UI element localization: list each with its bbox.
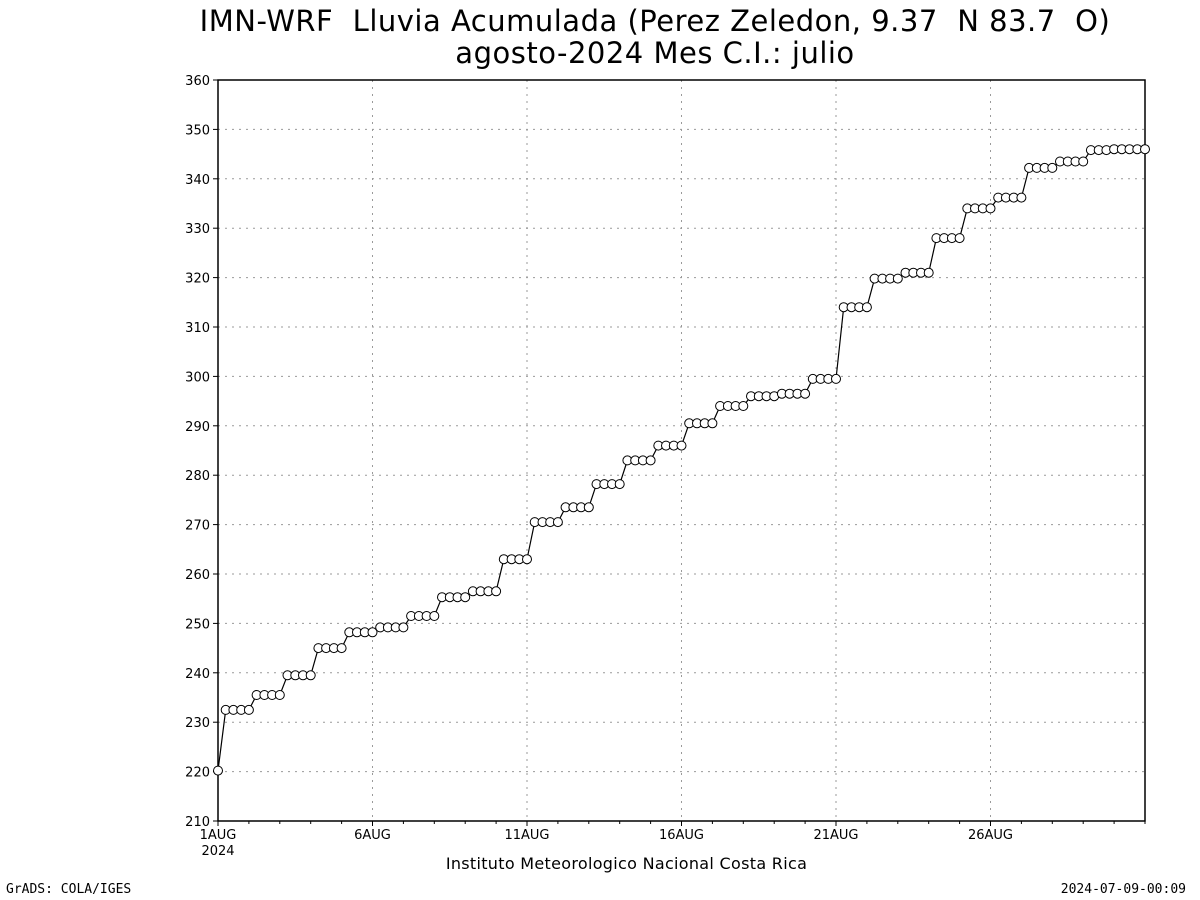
data-point [800, 388, 811, 399]
y-tick-label: 320 [185, 272, 210, 287]
chart-subtitle: agosto-2024 Mes C.I.: julio [455, 36, 855, 70]
data-point [985, 203, 996, 214]
grid [218, 80, 1145, 821]
data-point [274, 690, 285, 700]
series-accumulated-rain [213, 144, 1150, 776]
x-tick-label: 1AUG [200, 828, 237, 843]
data-point [738, 401, 749, 411]
x-tick-label: 21AUG [813, 828, 858, 843]
data-point [614, 479, 625, 490]
data-point [892, 273, 903, 284]
x-tick-label: 16AUG [659, 828, 704, 843]
data-point [522, 554, 532, 565]
y-tick-label: 310 [185, 321, 210, 336]
data-point [213, 765, 223, 776]
y-tick-label: 350 [185, 123, 210, 138]
data-point [367, 627, 378, 638]
y-tick-label: 260 [185, 568, 210, 583]
data-point [1047, 162, 1058, 173]
footer-timestamp: 2024-07-09-00:09 [1060, 882, 1186, 897]
y-tick-label: 340 [185, 173, 210, 188]
footer-credit: GrADS: COLA/IGES [6, 882, 132, 897]
data-point [336, 643, 347, 654]
data-point [1078, 156, 1089, 167]
data-point [707, 418, 718, 429]
data-point [645, 455, 656, 466]
y-tick-label: 360 [185, 74, 210, 89]
x-axis-label: Instituto Meteorologico Nacional Costa R… [445, 854, 808, 873]
plot-frame [217, 79, 1146, 822]
data-point [552, 517, 563, 528]
y-tick-label: 230 [185, 716, 210, 731]
x-tick-label: 6AUG [354, 828, 391, 843]
y-tick-label: 290 [185, 420, 210, 435]
data-point [831, 373, 841, 384]
data-point [923, 267, 934, 278]
data-point [491, 586, 502, 597]
data-point [398, 622, 409, 633]
y-tick-label: 330 [185, 222, 210, 237]
y-tick-label: 270 [185, 519, 210, 534]
data-point [861, 302, 872, 313]
data-point [429, 611, 440, 621]
x-tick-sublabel: 2024 [201, 844, 234, 859]
axes: 210 220 230 240 250 260 270 280 290 300 310 320 330 3… [185, 74, 1146, 859]
data-point [676, 440, 687, 451]
y-tick-label: 240 [185, 667, 210, 682]
x-tick-label: 11AUG [504, 828, 549, 843]
data-point [243, 704, 254, 715]
y-tick-label: 210 [185, 815, 210, 830]
data-point [1016, 192, 1027, 203]
data-point [954, 233, 965, 244]
y-tick-label: 220 [185, 766, 210, 781]
data-point [1140, 144, 1150, 155]
data-point [583, 502, 594, 513]
data-point [305, 670, 316, 681]
y-tick-label: 280 [185, 469, 210, 484]
y-tick-label: 300 [185, 370, 210, 385]
chart-title: IMN-WRF Lluvia Acumulada (Perez Zeledon,… [199, 4, 1111, 38]
x-tick-label: 26AUG [968, 828, 1013, 843]
data-point [460, 592, 471, 603]
y-tick-label: 250 [185, 617, 210, 632]
